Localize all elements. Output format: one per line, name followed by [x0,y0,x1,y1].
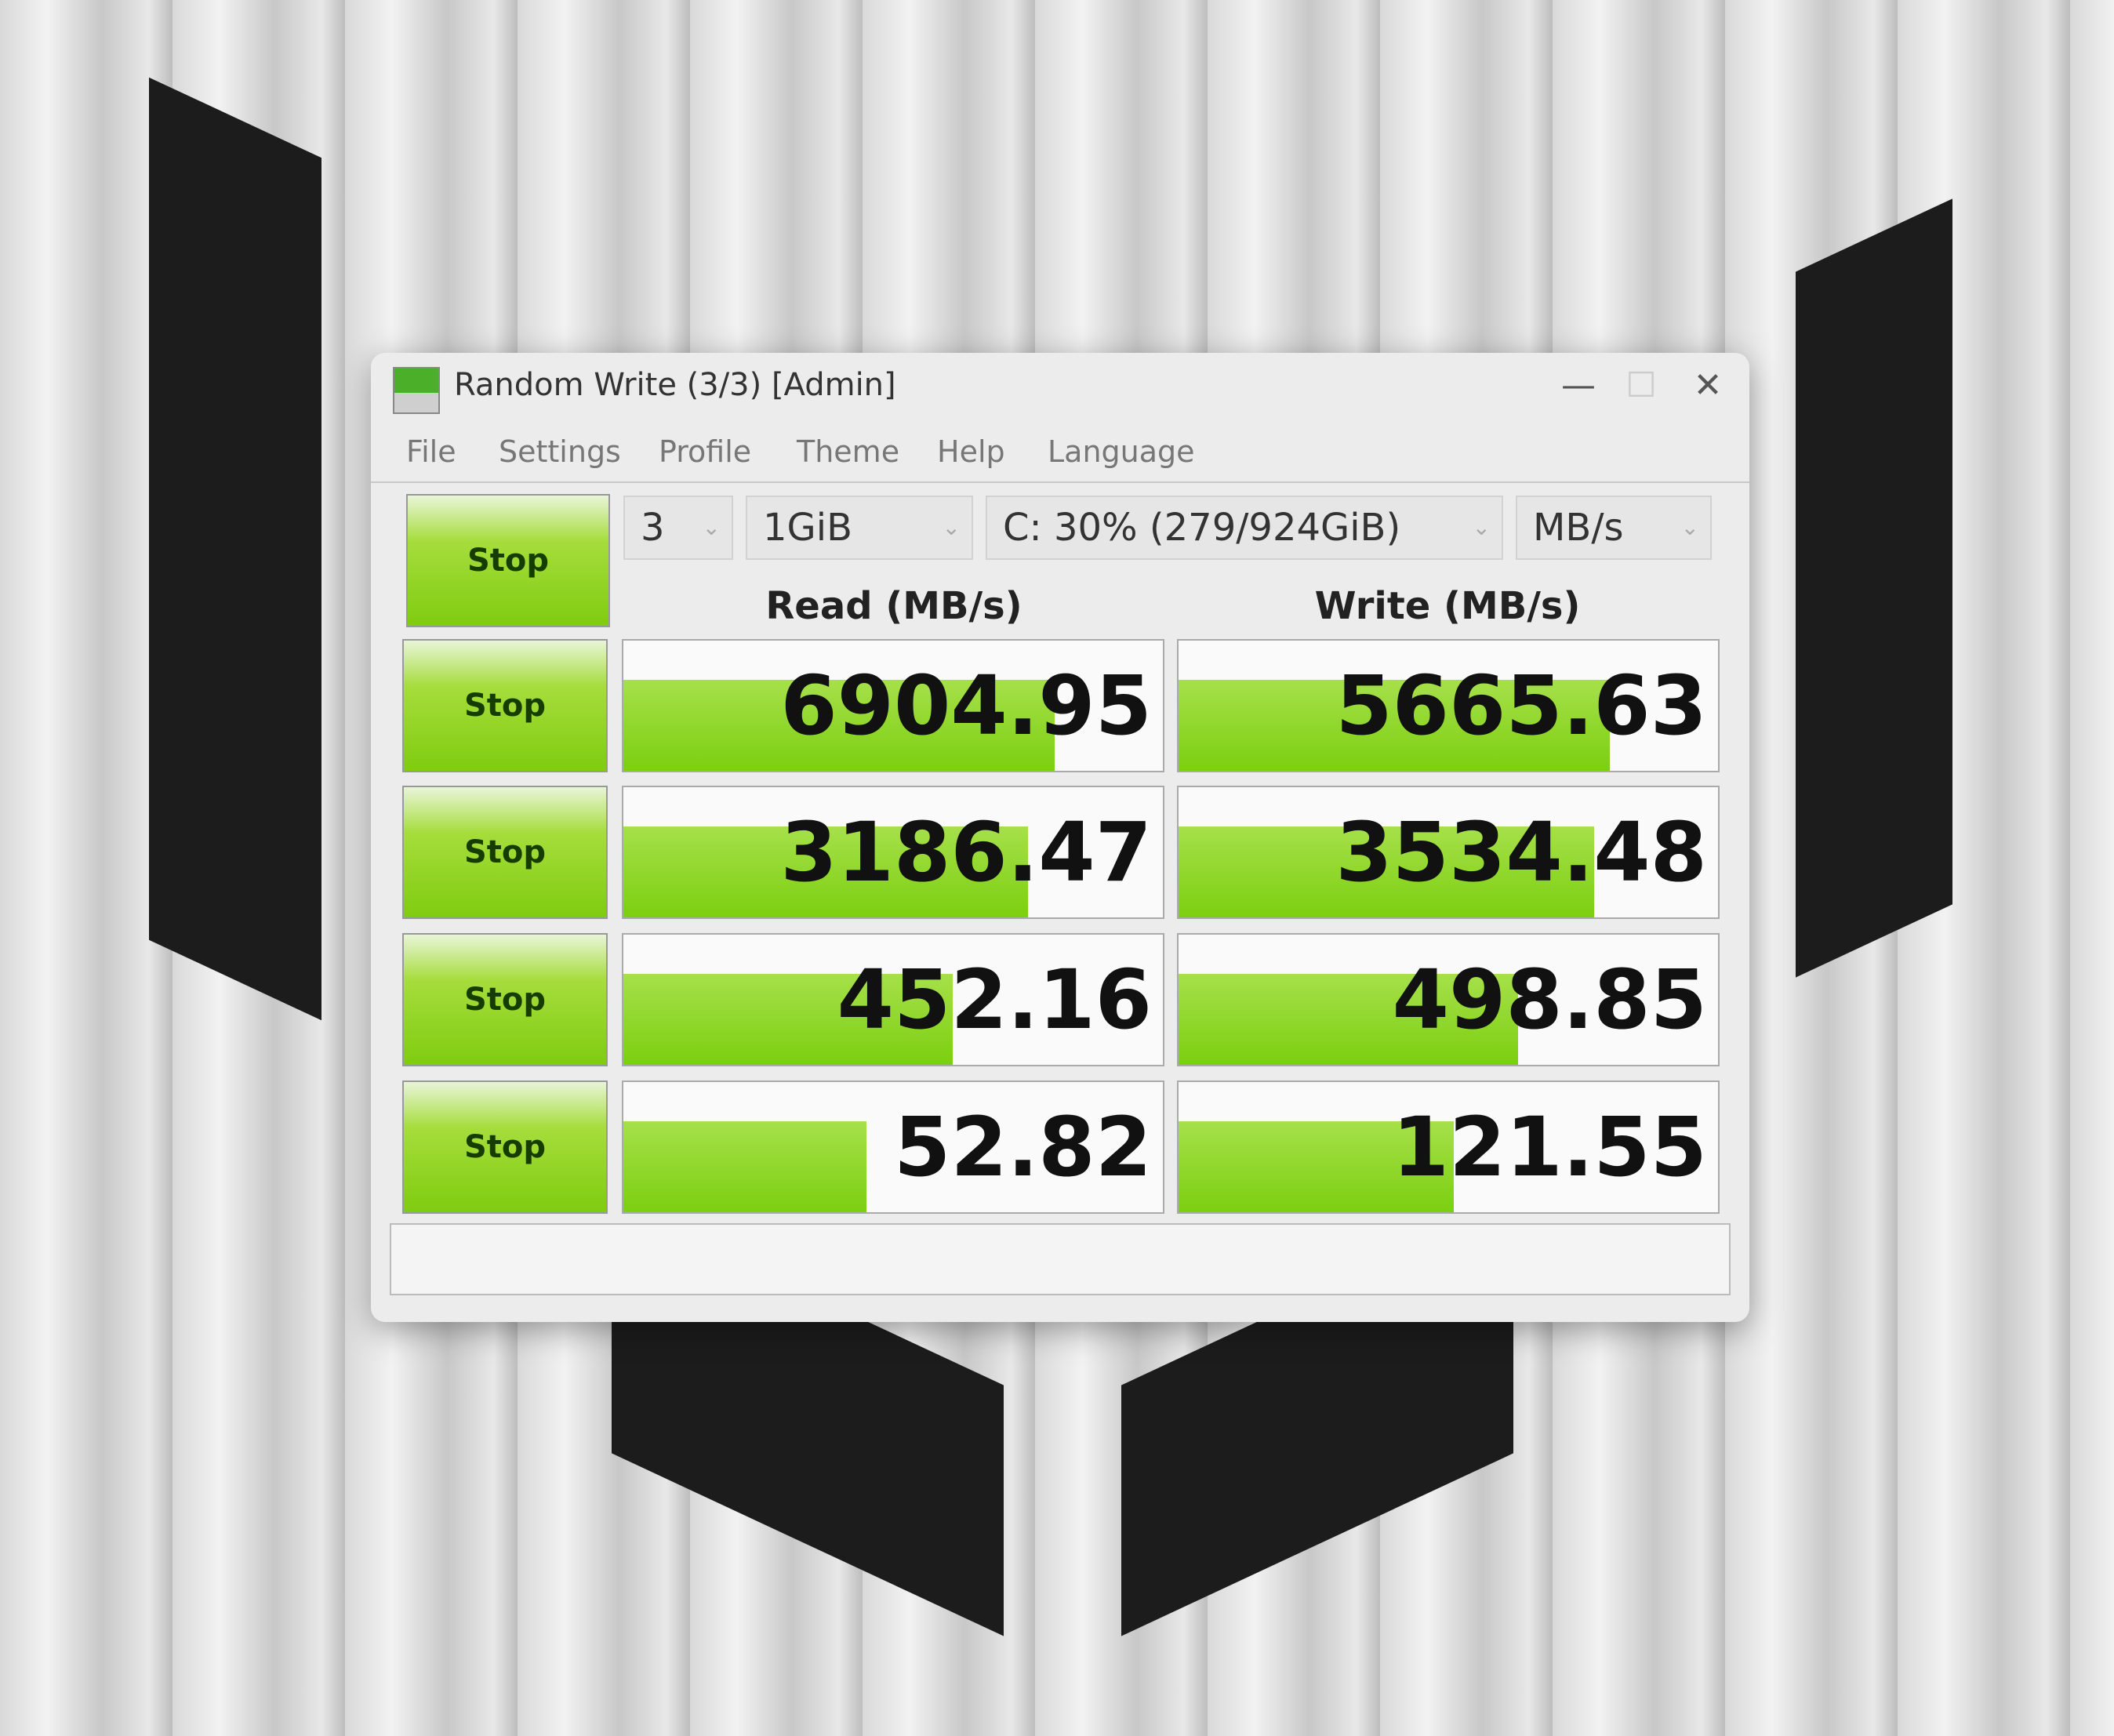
read-result: 452.16 [622,933,1164,1066]
count-value: 3 [641,506,665,550]
row-stop-button[interactable]: Stop [402,639,608,772]
write-bar [1179,826,1594,917]
chevron-down-icon: ⌄ [702,514,721,540]
app-icon [393,367,440,414]
write-header: Write (MB/s) [1314,584,1581,628]
size-select[interactable]: 1GiB ⌄ [746,496,973,560]
write-result: 5665.63 [1177,639,1720,772]
chevron-down-icon: ⌄ [1472,514,1491,540]
write-bar [1179,973,1519,1065]
menu-file[interactable]: File [406,434,456,469]
write-result: 3534.48 [1177,786,1720,919]
chevron-down-icon: ⌄ [942,514,961,540]
read-bar [623,973,953,1065]
close-button[interactable]: ✕ [1693,365,1723,405]
read-bar [623,1120,866,1212]
status-bar [390,1223,1731,1295]
menu-help[interactable]: Help [937,434,1005,469]
row-stop-button[interactable]: Stop [402,933,608,1066]
read-bar [623,826,1028,917]
count-select[interactable]: 3 ⌄ [623,496,733,560]
read-bar [623,679,1055,771]
menu-bar: File Settings Profile Theme Help Languag… [371,425,1749,483]
wallpaper-shape [1796,198,1952,978]
read-header: Read (MB/s) [765,584,1022,628]
write-value: 3534.48 [1335,804,1707,900]
menu-settings[interactable]: Settings [499,434,621,469]
drive-value: C: 30% (279/924GiB) [1003,506,1401,550]
all-stop-button[interactable]: Stop [406,494,610,627]
chevron-down-icon: ⌄ [1680,514,1699,540]
read-value: 452.16 [837,952,1152,1048]
unit-value: MB/s [1533,506,1624,550]
menu-language[interactable]: Language [1048,434,1195,469]
read-result: 6904.95 [622,639,1164,772]
read-value: 3186.47 [780,804,1152,900]
size-value: 1GiB [763,506,852,550]
row-stop-button[interactable]: Stop [402,786,608,919]
write-result: 498.85 [1177,933,1720,1066]
row-stop-button[interactable]: Stop [402,1080,608,1214]
title-bar: Random Write (3/3) [Admin] — ☐ ✕ [371,353,1749,419]
write-value: 121.55 [1392,1099,1707,1195]
write-value: 498.85 [1392,952,1707,1048]
read-value: 52.82 [894,1099,1152,1195]
minimize-button[interactable]: — [1561,365,1596,405]
write-result: 121.55 [1177,1080,1720,1214]
read-value: 6904.95 [780,658,1152,754]
read-result: 3186.47 [622,786,1164,919]
window-title: Random Write (3/3) [Admin] [454,367,896,403]
wallpaper-shape [149,77,321,1021]
maximize-button[interactable]: ☐ [1625,365,1657,405]
write-value: 5665.63 [1335,658,1707,754]
read-result: 52.82 [622,1080,1164,1214]
app-window: Random Write (3/3) [Admin] — ☐ ✕ File Se… [371,353,1749,1322]
write-bar [1179,1120,1454,1212]
unit-select[interactable]: MB/s ⌄ [1516,496,1712,560]
menu-profile[interactable]: Profile [659,434,752,469]
drive-select[interactable]: C: 30% (279/924GiB) ⌄ [986,496,1503,560]
write-bar [1179,679,1611,771]
menu-theme[interactable]: Theme [797,434,900,469]
